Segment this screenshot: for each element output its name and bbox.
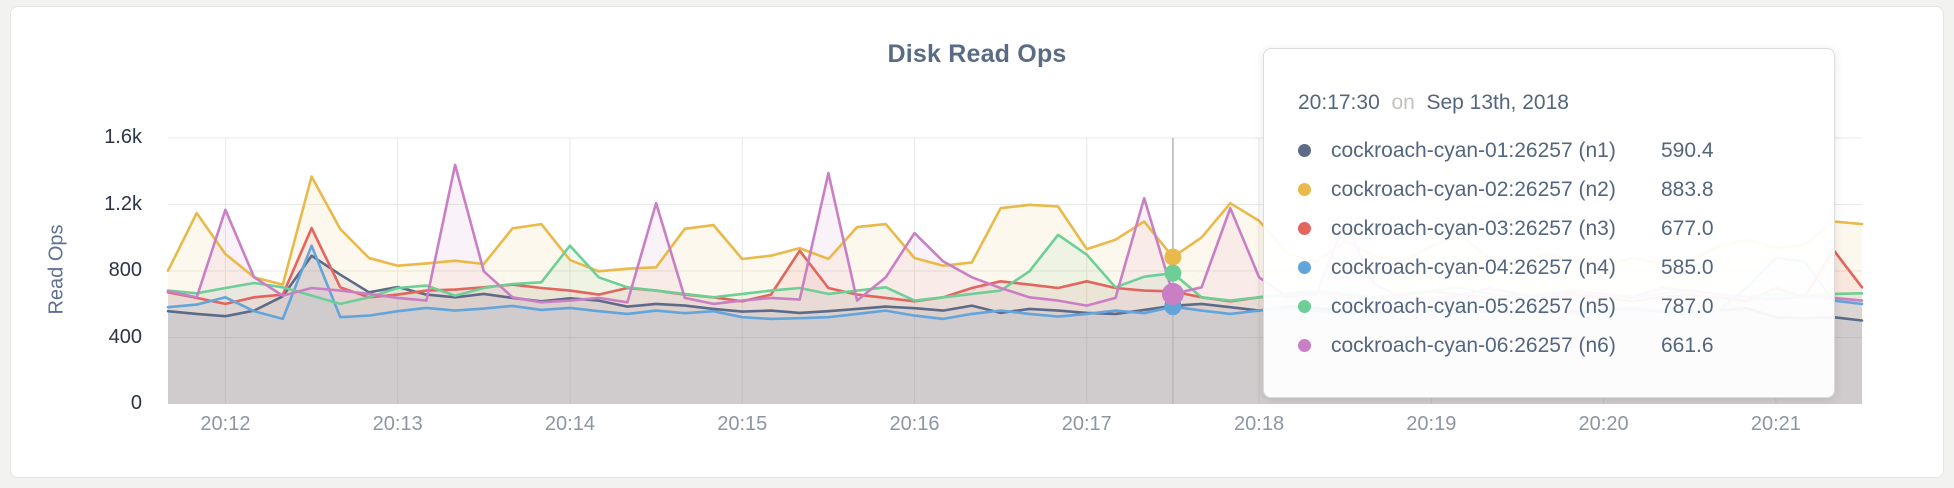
series-color-dot-icon (1298, 339, 1311, 352)
tooltip-series-value: 787.0 (1661, 294, 1714, 318)
tooltip-row: cockroach-cyan-01:26257 (n1) 590.4 (1298, 131, 1804, 170)
tooltip-series-value: 677.0 (1661, 216, 1714, 240)
series-color-dot-icon (1298, 183, 1311, 196)
x-tick-label: 20:13 (372, 413, 423, 435)
hover-dot-n6 (1161, 283, 1184, 306)
tooltip-row: cockroach-cyan-05:26257 (n5) 787.0 (1298, 287, 1804, 326)
tooltip-series-name: cockroach-cyan-06:26257 (n6) (1331, 333, 1616, 357)
tooltip-series-name: cockroach-cyan-03:26257 (n3) (1331, 216, 1616, 240)
tooltip-row: cockroach-cyan-06:26257 (n6) 661.6 (1298, 326, 1804, 365)
tooltip-rows: cockroach-cyan-01:26257 (n1) 590.4 cockroa… (1298, 131, 1804, 365)
x-tick-label: 20:21 (1750, 413, 1801, 435)
tooltip-date-text: Sep 13th, 2018 (1426, 91, 1569, 114)
y-tick-label: 800 (108, 259, 142, 281)
hover-dot-n2 (1164, 248, 1182, 266)
series-color-dot-icon (1298, 222, 1311, 235)
x-tick-label: 20:16 (889, 413, 940, 435)
tooltip-row: cockroach-cyan-04:26257 (n4) 585.0 (1298, 248, 1804, 287)
tooltip-row: cockroach-cyan-03:26257 (n3) 677.0 (1298, 209, 1804, 248)
x-tick-label: 20:20 (1578, 413, 1629, 435)
tooltip-series-value: 590.4 (1661, 138, 1714, 162)
y-tick-label: 1.2k (104, 192, 142, 215)
tooltip-series-value: 661.6 (1661, 333, 1714, 357)
series-color-dot-icon (1298, 261, 1311, 274)
x-tick-label: 20:12 (200, 413, 251, 435)
tooltip-row: cockroach-cyan-02:26257 (n2) 883.8 (1298, 170, 1804, 209)
hover-dot-n5 (1164, 264, 1182, 282)
tooltip-series-value: 585.0 (1661, 255, 1714, 279)
tooltip-series-name: cockroach-cyan-02:26257 (n2) (1331, 177, 1616, 201)
x-tick-label: 20:18 (1234, 413, 1285, 435)
tooltip-conjunction-word: on (1391, 91, 1415, 114)
tooltip-series-name: cockroach-cyan-01:26257 (n1) (1331, 138, 1616, 162)
x-tick-label: 20:19 (1406, 413, 1457, 435)
x-tick-label: 20:14 (544, 413, 595, 435)
chart-title: Disk Read Ops (887, 40, 1067, 68)
series-color-dot-icon (1298, 300, 1311, 313)
hover-tooltip: 20:17:30 on Sep 13th, 2018 cockroach-cya… (1263, 48, 1835, 398)
tooltip-header: 20:17:30 on Sep 13th, 2018 (1298, 91, 1804, 115)
x-tick-label: 20:17 (1061, 413, 1112, 435)
series-color-dot-icon (1298, 144, 1311, 157)
x-tick-label: 20:15 (717, 413, 768, 435)
y-tick-label: 1.6k (104, 126, 142, 148)
tooltip-series-value: 883.8 (1661, 177, 1714, 201)
tooltip-time: 20:17:30 (1298, 91, 1380, 114)
tooltip-series-name: cockroach-cyan-05:26257 (n5) (1331, 294, 1616, 318)
y-tick-label: 400 (108, 325, 142, 348)
y-tick-label: 0 (130, 392, 142, 414)
tooltip-series-name: cockroach-cyan-04:26257 (n4) (1331, 255, 1616, 279)
